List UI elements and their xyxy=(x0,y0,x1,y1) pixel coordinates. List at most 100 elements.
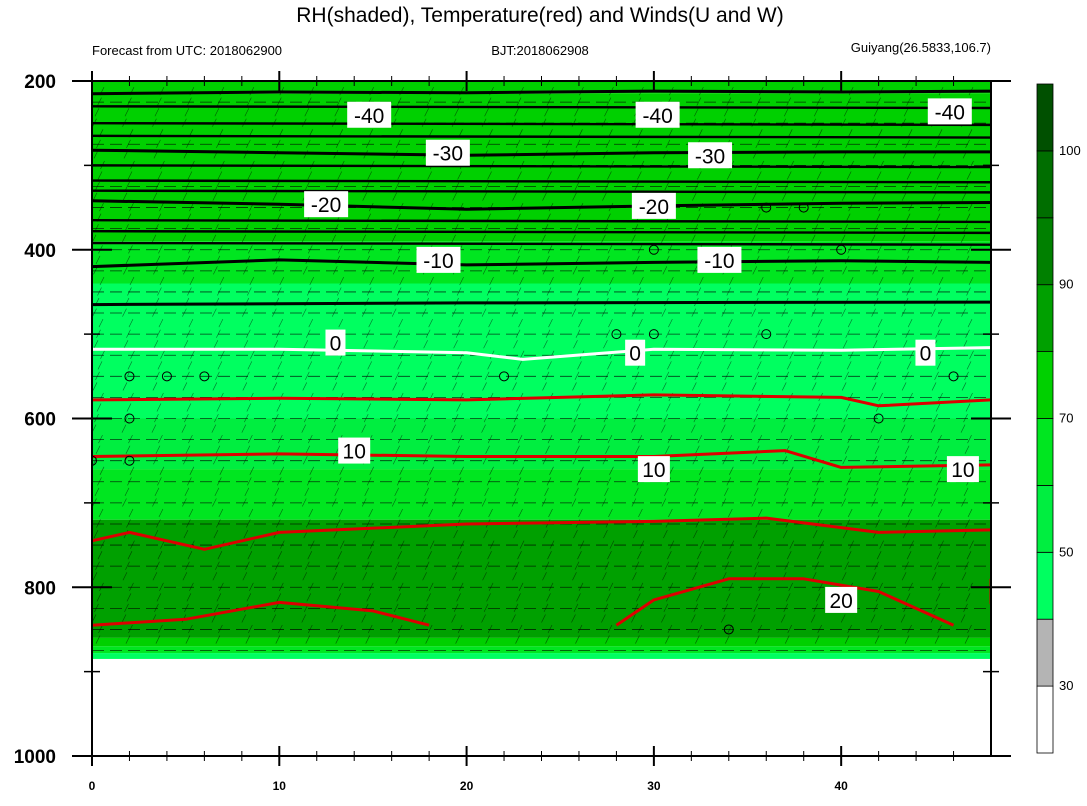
wind-barb xyxy=(184,603,189,613)
wind-barb xyxy=(216,593,222,602)
wind-barb xyxy=(631,424,636,433)
wind-barb xyxy=(395,635,400,644)
wind-barb xyxy=(876,477,881,486)
wind-barb xyxy=(393,413,399,423)
wind-barb xyxy=(633,224,639,233)
wind-barb xyxy=(875,519,880,528)
wind-barb xyxy=(608,582,614,591)
wind-barb xyxy=(122,382,128,391)
wind-barb xyxy=(876,97,881,106)
temperature-line xyxy=(92,346,991,361)
wind-barb xyxy=(515,329,521,338)
wind-barb xyxy=(332,456,338,465)
wind-barb xyxy=(907,508,913,518)
wind-barb xyxy=(307,361,313,370)
wind-barb xyxy=(483,529,488,539)
wind-barb xyxy=(934,371,939,381)
wind-barb xyxy=(93,340,99,349)
wind-barb xyxy=(422,456,428,465)
wind-barb xyxy=(243,456,248,465)
wind-barb xyxy=(814,371,819,381)
wind-barb xyxy=(571,118,577,127)
wind-barb xyxy=(578,582,584,591)
wind-barb xyxy=(152,498,157,507)
wind-barb xyxy=(636,593,641,602)
wind-barb xyxy=(873,603,878,613)
wind-barb xyxy=(789,350,795,359)
wind-barb xyxy=(901,192,907,201)
wind-barb xyxy=(631,498,637,507)
wind-barb xyxy=(428,508,433,518)
wind-barb xyxy=(964,371,969,381)
wind-barb xyxy=(936,361,942,370)
wind-barb xyxy=(97,171,103,180)
wind-barb xyxy=(788,582,794,591)
wind-barb xyxy=(753,487,759,497)
wind-barb xyxy=(127,551,133,560)
wind-barb xyxy=(518,508,523,518)
wind-barb xyxy=(331,498,337,507)
wind-barb xyxy=(364,181,370,191)
wind-barb xyxy=(638,508,643,518)
wind-barb xyxy=(421,614,426,623)
wind-barb xyxy=(969,540,974,549)
wind-barb xyxy=(635,635,640,644)
wind-barb xyxy=(158,435,163,444)
wind-barb xyxy=(157,361,163,370)
wind-barb xyxy=(394,561,400,570)
wind-barb xyxy=(783,603,789,613)
wind-barb xyxy=(96,403,102,412)
wind-barb xyxy=(631,308,637,317)
wind-barb xyxy=(759,540,765,549)
wind-barb xyxy=(365,329,371,338)
wind-barb xyxy=(483,340,488,349)
wind-barb xyxy=(394,108,399,117)
wind-barb xyxy=(364,561,370,570)
wind-barb xyxy=(333,413,339,423)
wind-barb xyxy=(722,192,727,201)
wind-barb xyxy=(246,593,252,602)
wind-barb xyxy=(579,160,585,170)
wind-barb xyxy=(217,551,223,560)
wind-barb xyxy=(725,519,731,528)
x-tick-label: 20 xyxy=(460,779,474,793)
wind-barb xyxy=(247,361,253,370)
wind-barb xyxy=(514,561,520,570)
wind-barb xyxy=(601,234,606,243)
wind-barb xyxy=(274,413,279,423)
wind-barb xyxy=(391,424,396,433)
wind-barb xyxy=(212,498,217,507)
wind-barb xyxy=(213,340,219,349)
wind-barb xyxy=(157,97,162,106)
wind-barb xyxy=(877,245,882,254)
wind-barb xyxy=(305,635,311,644)
wind-barb xyxy=(724,561,730,570)
wind-barb xyxy=(699,276,704,286)
wind-barb xyxy=(276,329,281,338)
wind-barb xyxy=(216,329,221,338)
wind-barb xyxy=(482,382,487,391)
wind-barb xyxy=(603,603,609,613)
wind-barb xyxy=(485,255,490,265)
wind-barb xyxy=(576,403,581,412)
wind-barb xyxy=(487,551,492,560)
wind-barb xyxy=(456,97,462,106)
wind-barb xyxy=(541,614,546,623)
calm-wind-circle xyxy=(611,329,622,340)
wind-barb xyxy=(757,624,763,634)
wind-barb xyxy=(515,445,520,454)
wind-barb xyxy=(422,192,427,201)
y-tick-label: 400 xyxy=(24,241,56,262)
wind-barb xyxy=(421,308,427,317)
wind-barb xyxy=(155,255,161,265)
wind-barb xyxy=(274,108,280,117)
wind-barb xyxy=(661,424,666,433)
wind-barb xyxy=(306,477,312,486)
wind-barb xyxy=(367,624,373,634)
wind-barb xyxy=(634,371,640,381)
calm-wind-circles xyxy=(92,202,959,635)
wind-barb xyxy=(693,340,698,349)
wind-barb xyxy=(247,477,252,486)
wind-barb xyxy=(426,287,432,296)
wind-barb xyxy=(601,118,607,127)
